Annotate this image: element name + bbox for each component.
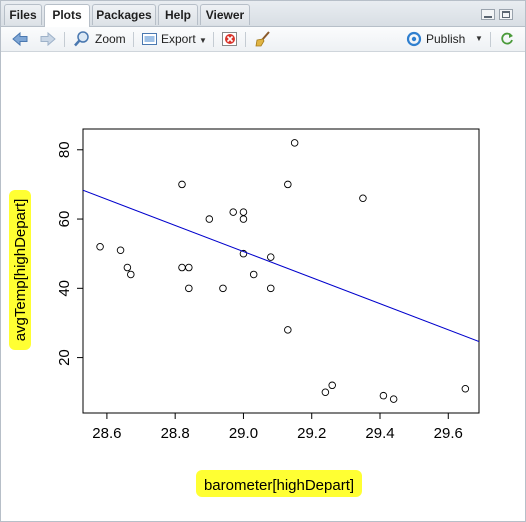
maximize-icon (502, 11, 510, 18)
plot-frame (82, 128, 480, 414)
forward-button[interactable] (39, 31, 57, 52)
plots-toolbar: Zoom Export ▼ (1, 27, 525, 52)
x-tick-label: 28.8 (161, 425, 190, 442)
data-point (116, 246, 125, 254)
back-button[interactable] (11, 31, 29, 52)
x-axis-label: barometer[highDepart] (204, 477, 354, 494)
data-point (123, 263, 132, 272)
remove-plot-button[interactable] (221, 31, 239, 52)
chevron-down-icon[interactable]: ▼ (475, 34, 483, 43)
y-axis: 20 40 60 80 (56, 141, 83, 366)
data-point (359, 194, 367, 203)
data-point (96, 243, 104, 251)
x-tick-label: 29.4 (365, 425, 394, 442)
export-button[interactable]: Export ▼ (161, 27, 207, 51)
data-points (96, 139, 470, 403)
tab-help[interactable]: Help (158, 4, 198, 25)
data-point (389, 395, 398, 403)
chevron-down-icon: ▼ (199, 36, 207, 45)
tab-packages[interactable]: Packages (92, 4, 156, 25)
data-point (229, 208, 237, 216)
y-tick-label: 20 (56, 349, 73, 366)
toolbar-separator (245, 32, 246, 47)
refresh-icon (501, 32, 513, 45)
data-point (219, 284, 227, 293)
export-label: Export (161, 32, 196, 46)
data-point (284, 180, 292, 189)
regression-line (83, 189, 479, 342)
toolbar-separator (213, 32, 214, 47)
publish-icon (405, 31, 423, 52)
data-point (290, 139, 299, 147)
data-point (284, 326, 292, 334)
ylabel-highlight (9, 190, 31, 350)
x-tick-label: 29.6 (434, 425, 463, 442)
data-point (249, 270, 258, 279)
clear-plots-button[interactable] (254, 31, 272, 52)
export-icon (141, 31, 159, 52)
maximize-pane-button[interactable] (499, 9, 513, 20)
data-point (239, 215, 248, 223)
publish-button[interactable]: Publish (426, 32, 466, 46)
data-point (185, 284, 193, 293)
tab-viewer[interactable]: Viewer (200, 4, 250, 25)
data-point (205, 215, 214, 223)
tab-plots[interactable]: Plots (44, 4, 90, 27)
y-tick-label: 40 (56, 280, 73, 297)
scatter-plot: 28.6 28.8 29.0 29.2 29.4 29.6 20 40 60 80 barome… (9, 128, 480, 497)
data-point (379, 391, 388, 400)
toolbar-separator (133, 32, 134, 47)
x-tick-label: 29.0 (229, 425, 258, 442)
arrow-right-icon (40, 31, 56, 47)
y-tick-label: 60 (56, 211, 73, 228)
tab-files[interactable]: Files (4, 4, 42, 25)
zoom-icon (73, 31, 91, 52)
data-point (321, 388, 330, 396)
minimize-pane-button[interactable] (481, 9, 495, 20)
broom-icon (255, 31, 270, 47)
x-tick-label: 29.2 (297, 425, 326, 442)
data-point (185, 263, 193, 272)
data-point (461, 385, 470, 393)
data-point (267, 284, 275, 293)
zoom-button[interactable]: Zoom (95, 32, 126, 46)
y-axis-label: avgTemp[highDepart] (12, 199, 29, 342)
minimize-icon (484, 16, 492, 18)
data-point (267, 253, 275, 261)
arrow-left-icon (12, 31, 28, 47)
y-tick-label: 80 (56, 141, 73, 158)
data-point (127, 270, 135, 279)
x-tick-label: 28.6 (92, 425, 121, 442)
toolbar-separator (64, 32, 65, 47)
x-axis: 28.6 28.8 29.0 29.2 29.4 29.6 (92, 413, 463, 442)
data-point (239, 249, 248, 258)
remove-plot-icon (222, 32, 237, 46)
xlabel-highlight (196, 470, 362, 497)
refresh-button[interactable] (499, 31, 515, 52)
data-point (328, 381, 336, 390)
toolbar-separator (490, 32, 491, 47)
data-point (178, 180, 186, 189)
pane-tab-bar: Files Plots Packages Help Viewer (1, 1, 525, 27)
